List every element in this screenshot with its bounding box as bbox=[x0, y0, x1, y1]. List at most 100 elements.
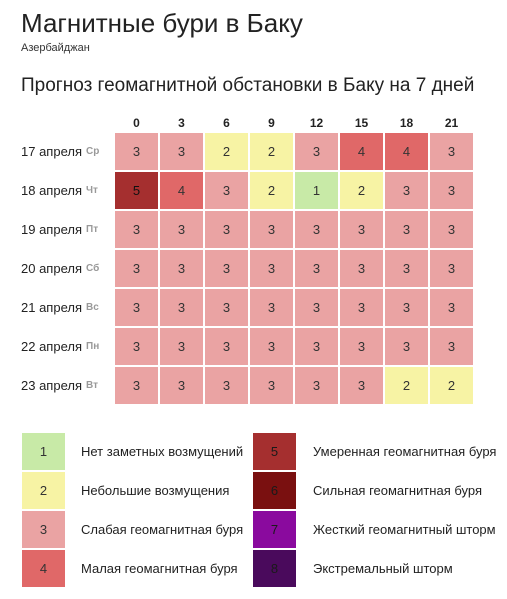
day-date: 19 апреля bbox=[21, 222, 82, 237]
legend-swatch: 3 bbox=[22, 511, 65, 548]
kp-cell: 4 bbox=[160, 172, 203, 209]
kp-cell: 3 bbox=[340, 367, 383, 404]
kp-cell: 4 bbox=[385, 133, 428, 170]
day-date: 18 апреля bbox=[21, 183, 82, 198]
kp-cell: 3 bbox=[385, 250, 428, 287]
hour-label: 9 bbox=[268, 116, 275, 130]
day-date: 21 апреля bbox=[21, 300, 82, 315]
kp-cell: 2 bbox=[340, 172, 383, 209]
location-subtitle: Азербайджан bbox=[21, 42, 90, 54]
hour-label: 6 bbox=[223, 116, 230, 130]
kp-cell: 3 bbox=[160, 328, 203, 365]
legend-label: Умеренная геомагнитная буря bbox=[313, 444, 497, 459]
kp-cell: 3 bbox=[340, 289, 383, 326]
day-of-week: Пн bbox=[86, 341, 100, 352]
kp-cell: 4 bbox=[340, 133, 383, 170]
legend-label: Жесткий геомагнитный шторм bbox=[313, 522, 496, 537]
kp-cell: 3 bbox=[250, 328, 293, 365]
hour-label: 12 bbox=[309, 116, 324, 130]
day-of-week: Вс bbox=[86, 302, 99, 313]
kp-cell: 2 bbox=[250, 172, 293, 209]
kp-cell: 1 bbox=[295, 172, 338, 209]
kp-cell: 3 bbox=[250, 289, 293, 326]
hour-label: 18 bbox=[399, 116, 414, 130]
legend-swatch: 8 bbox=[253, 550, 296, 587]
day-label: 21 апреля Вс bbox=[21, 289, 99, 326]
kp-cell: 3 bbox=[115, 250, 158, 287]
day-label: 19 апреля Пт bbox=[21, 211, 98, 248]
day-date: 23 апреля bbox=[21, 378, 82, 393]
day-of-week: Чт bbox=[86, 185, 98, 196]
kp-cell: 3 bbox=[250, 250, 293, 287]
forecast-heading: Прогноз геомагнитной обстановки в Баку н… bbox=[21, 75, 475, 96]
kp-cell: 3 bbox=[385, 172, 428, 209]
kp-cell: 3 bbox=[205, 289, 248, 326]
kp-cell: 3 bbox=[295, 250, 338, 287]
page-title: Магнитные бури в Баку bbox=[21, 8, 303, 38]
kp-cell: 3 bbox=[430, 133, 473, 170]
day-label: 20 апреля Сб bbox=[21, 250, 99, 287]
kp-cell: 3 bbox=[295, 211, 338, 248]
kp-cell: 3 bbox=[205, 328, 248, 365]
kp-cell: 3 bbox=[295, 367, 338, 404]
kp-cell: 3 bbox=[205, 211, 248, 248]
day-label: 18 апреля Чт bbox=[21, 172, 98, 209]
kp-cell: 3 bbox=[115, 133, 158, 170]
legend-swatch: 7 bbox=[253, 511, 296, 548]
kp-cell: 2 bbox=[430, 367, 473, 404]
kp-cell: 3 bbox=[205, 250, 248, 287]
day-label: 17 апреля Ср bbox=[21, 133, 99, 170]
day-of-week: Вт bbox=[86, 380, 98, 391]
kp-cell: 2 bbox=[205, 133, 248, 170]
kp-cell: 3 bbox=[115, 289, 158, 326]
kp-cell: 3 bbox=[295, 133, 338, 170]
legend-swatch: 5 bbox=[253, 433, 296, 470]
legend-label: Малая геомагнитная буря bbox=[81, 561, 238, 576]
day-of-week: Ср bbox=[86, 146, 100, 157]
kp-cell: 3 bbox=[160, 211, 203, 248]
kp-cell: 3 bbox=[160, 367, 203, 404]
kp-cell: 3 bbox=[430, 172, 473, 209]
kp-cell: 3 bbox=[160, 289, 203, 326]
legend-label: Нет заметных возмущений bbox=[81, 444, 244, 459]
kp-cell: 3 bbox=[430, 250, 473, 287]
kp-cell: 2 bbox=[385, 367, 428, 404]
legend-swatch: 1 bbox=[22, 433, 65, 470]
kp-cell: 3 bbox=[115, 211, 158, 248]
kp-cell: 3 bbox=[430, 328, 473, 365]
day-date: 22 апреля bbox=[21, 339, 82, 354]
kp-cell: 3 bbox=[340, 211, 383, 248]
legend-label: Сильная геомагнитная буря bbox=[313, 483, 482, 498]
day-label: 23 апреля Вт bbox=[21, 367, 98, 404]
kp-cell: 3 bbox=[295, 328, 338, 365]
hour-label: 15 bbox=[354, 116, 369, 130]
kp-cell: 3 bbox=[250, 367, 293, 404]
legend-label: Слабая геомагнитная буря bbox=[81, 522, 244, 537]
kp-cell: 3 bbox=[385, 289, 428, 326]
kp-cell: 3 bbox=[340, 328, 383, 365]
kp-cell: 2 bbox=[250, 133, 293, 170]
kp-cell: 3 bbox=[160, 133, 203, 170]
day-of-week: Пт bbox=[86, 224, 99, 235]
hour-label: 0 bbox=[133, 116, 140, 130]
kp-cell: 3 bbox=[430, 289, 473, 326]
kp-cell: 3 bbox=[160, 250, 203, 287]
legend-swatch: 4 bbox=[22, 550, 65, 587]
legend-label: Небольшие возмущения bbox=[81, 483, 230, 498]
kp-cell: 3 bbox=[205, 172, 248, 209]
legend-swatch: 2 bbox=[22, 472, 65, 509]
kp-cell: 5 bbox=[115, 172, 158, 209]
kp-cell: 3 bbox=[340, 250, 383, 287]
kp-cell: 3 bbox=[295, 289, 338, 326]
kp-cell: 3 bbox=[115, 328, 158, 365]
kp-cell: 3 bbox=[205, 367, 248, 404]
hour-label: 3 bbox=[178, 116, 185, 130]
day-label: 22 апреля Пн bbox=[21, 328, 99, 365]
kp-cell: 3 bbox=[250, 211, 293, 248]
kp-cell: 3 bbox=[430, 211, 473, 248]
legend-swatch: 6 bbox=[253, 472, 296, 509]
day-of-week: Сб bbox=[86, 263, 100, 274]
day-date: 17 апреля bbox=[21, 144, 82, 159]
hour-label: 21 bbox=[444, 116, 459, 130]
kp-cell: 3 bbox=[385, 328, 428, 365]
